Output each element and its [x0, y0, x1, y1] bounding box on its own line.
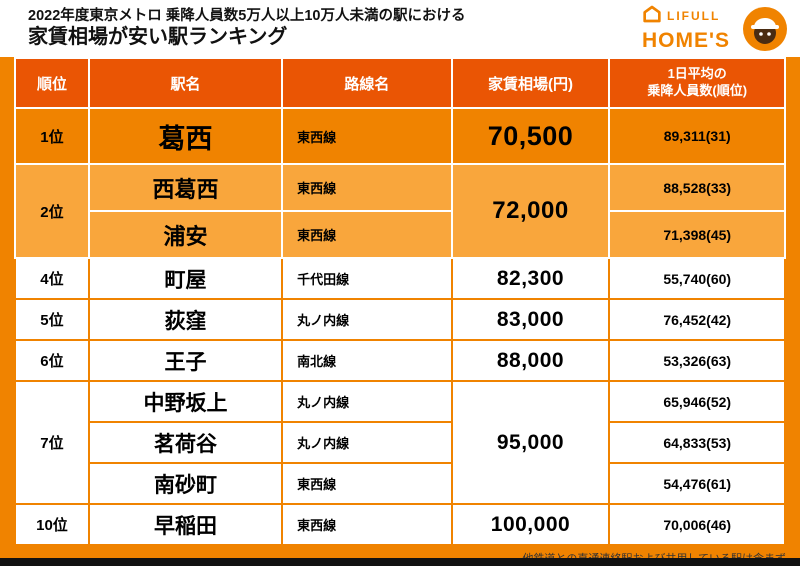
rent-cell: 88,000 — [450, 339, 611, 382]
rank-cell: 1位 — [14, 107, 90, 165]
table-row: 浦安 東西線 71,398(45) — [15, 210, 786, 259]
ranking-table: 順位 駅名 路線名 家賃相場(円) 1日平均の 乗降人員数(順位) 1位 葛西 … — [14, 57, 786, 546]
line-cell: 東西線 — [281, 163, 453, 212]
line-cell: 丸ノ内線 — [281, 380, 453, 423]
header-band: 2022年度東京メトロ 乗降人員数5万人以上10万人未満の駅における 家賃相場が… — [0, 0, 800, 57]
title-line2: 家賃相場が安い駅ランキング — [28, 26, 288, 49]
table-row: 6位 王子 南北線 88,000 53,326(63) — [14, 339, 786, 382]
station-cell: 早稲田 — [87, 503, 284, 546]
rent-cell: 95,000 — [450, 380, 611, 505]
line-cell: 東西線 — [281, 210, 453, 259]
col-header-rank: 順位 — [14, 57, 90, 109]
col-header-passengers-line2: 乗降人員数(順位) — [647, 83, 748, 98]
station-cell: 茗荷谷 — [87, 421, 284, 464]
col-header-passengers-line1: 1日平均の — [667, 66, 727, 82]
station-cell: 西葛西 — [87, 163, 284, 212]
passengers-cell: 53,326(63) — [608, 339, 786, 382]
rank-cell: 4位 — [14, 257, 90, 300]
table-row: 茗荷谷 丸ノ内線 64,833(53) — [15, 421, 786, 464]
station-cell: 町屋 — [87, 257, 284, 300]
ranking-table-wrap: 順位 駅名 路線名 家賃相場(円) 1日平均の 乗降人員数(順位) 1位 葛西 … — [14, 57, 786, 546]
passengers-cell: 88,528(33) — [608, 163, 786, 212]
table-header-row: 順位 駅名 路線名 家賃相場(円) 1日平均の 乗降人員数(順位) — [14, 57, 786, 109]
mascot-icon — [742, 6, 788, 52]
passengers-cell: 55,740(60) — [608, 257, 786, 300]
table-row: 4位 町屋 千代田線 82,300 55,740(60) — [14, 257, 786, 300]
title-line1: 2022年度東京メトロ 乗降人員数5万人以上10万人未満の駅における — [28, 7, 466, 24]
passengers-cell: 70,006(46) — [608, 503, 786, 546]
table-row: 南砂町 東西線 54,476(61) — [15, 462, 786, 505]
line-cell: 丸ノ内線 — [281, 298, 453, 341]
col-header-passengers: 1日平均の 乗降人員数(順位) — [608, 57, 786, 109]
passengers-cell: 76,452(42) — [608, 298, 786, 341]
rank-cell: 5位 — [14, 298, 90, 341]
logo-text-lifull: LIFULL — [666, 9, 721, 23]
table-row: 2位 西葛西 東西線 72,000 88,528(33) — [14, 163, 786, 259]
house-icon — [642, 5, 662, 28]
line-cell: 東西線 — [281, 503, 453, 546]
rent-cell: 70,500 — [450, 107, 611, 165]
station-cell: 南砂町 — [87, 462, 284, 505]
col-header-line: 路線名 — [281, 57, 453, 109]
line-cell: 東西線 — [281, 462, 453, 505]
line-cell: 千代田線 — [281, 257, 453, 300]
brand-logo: LIFULL HOME'S — [642, 5, 788, 53]
rent-cell: 82,300 — [450, 257, 611, 300]
line-cell: 南北線 — [281, 339, 453, 382]
table-row: 5位 荻窪 丸ノ内線 83,000 76,452(42) — [14, 298, 786, 341]
rank-cell: 2位 — [14, 163, 90, 259]
rank-cell: 6位 — [14, 339, 90, 382]
page-title: 2022年度東京メトロ 乗降人員数5万人以上10万人未満の駅における 家賃相場が… — [28, 7, 465, 50]
rank-cell: 7位 — [14, 380, 90, 505]
lifull-homes-logo: LIFULL HOME'S — [642, 5, 730, 53]
station-cell: 王子 — [87, 339, 284, 382]
passengers-cell: 65,946(52) — [608, 380, 786, 423]
table-row: 1位 葛西 東西線 70,500 89,311(31) — [14, 107, 786, 165]
station-cell: 荻窪 — [87, 298, 284, 341]
rent-cell: 83,000 — [450, 298, 611, 341]
rent-cell: 100,000 — [450, 503, 611, 546]
rent-cell: 72,000 — [450, 163, 611, 259]
table-row: 10位 早稲田 東西線 100,000 70,006(46) — [14, 503, 786, 546]
passengers-cell: 89,311(31) — [608, 107, 786, 165]
line-cell: 東西線 — [281, 107, 453, 165]
passengers-cell: 71,398(45) — [608, 210, 786, 259]
passengers-cell: 54,476(61) — [608, 462, 786, 505]
logo-text-homes: HOME'S — [641, 28, 730, 52]
col-header-rent: 家賃相場(円) — [450, 57, 611, 109]
station-cell: 中野坂上 — [87, 380, 284, 423]
passengers-cell: 64,833(53) — [608, 421, 786, 464]
col-header-station: 駅名 — [87, 57, 284, 109]
station-cell: 葛西 — [87, 107, 284, 165]
table-row: 7位 中野坂上 丸ノ内線 95,000 65,946(52) — [14, 380, 786, 505]
station-cell: 浦安 — [87, 210, 284, 259]
bottom-bar — [0, 558, 800, 566]
rank-cell: 10位 — [14, 503, 90, 546]
line-cell: 丸ノ内線 — [281, 421, 453, 464]
